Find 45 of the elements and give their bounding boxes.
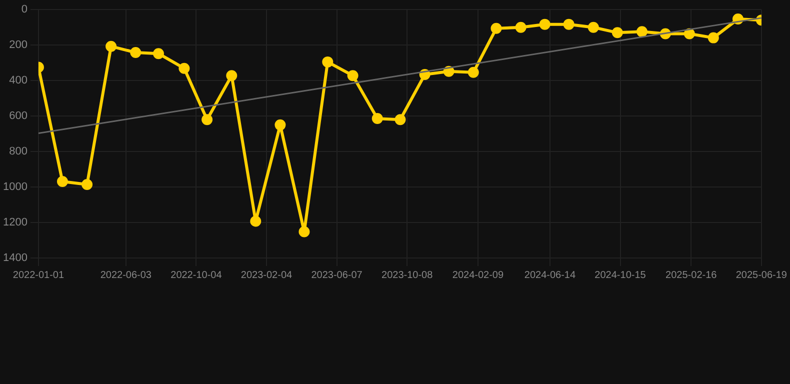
point bbox=[539, 18, 550, 30]
y-tick-label: 0 bbox=[21, 4, 28, 16]
point bbox=[490, 22, 502, 34]
x-tick-label: 2024-10-15 bbox=[594, 270, 646, 281]
point bbox=[226, 70, 238, 82]
y-tick-label: 200 bbox=[9, 39, 28, 52]
x-tick-label: 2022-01-01 bbox=[12, 270, 64, 281]
y-tick-label: 1000 bbox=[2, 181, 28, 194]
x-tick-label: 2025-02-16 bbox=[666, 270, 718, 281]
point bbox=[56, 176, 68, 188]
point bbox=[372, 113, 383, 124]
point bbox=[130, 47, 142, 58]
point bbox=[152, 48, 164, 60]
point bbox=[394, 114, 406, 126]
point bbox=[274, 119, 286, 130]
x-tick-label: 2024-02-09 bbox=[452, 270, 504, 281]
point bbox=[468, 66, 479, 78]
point bbox=[322, 56, 334, 68]
y-tick-label: 800 bbox=[9, 146, 28, 158]
point bbox=[612, 27, 623, 38]
point bbox=[708, 32, 719, 44]
y-tick-label: 400 bbox=[9, 74, 28, 87]
point bbox=[563, 18, 574, 30]
point bbox=[106, 40, 117, 52]
point bbox=[82, 179, 93, 190]
point bbox=[347, 70, 358, 82]
x-tick-label: 2022-06-03 bbox=[100, 270, 152, 281]
x-tick-label: 2024-06-14 bbox=[524, 270, 576, 281]
point bbox=[515, 22, 526, 33]
x-tick-label: 2025-06-19 bbox=[736, 270, 788, 281]
x-tick-label: 2023-10-08 bbox=[382, 270, 434, 281]
x-tick-label: 2022-10-04 bbox=[170, 270, 222, 281]
point bbox=[684, 28, 695, 40]
point bbox=[178, 62, 190, 74]
y-tick-label: 1200 bbox=[2, 216, 28, 229]
point bbox=[636, 26, 648, 38]
point bbox=[250, 216, 262, 227]
point bbox=[298, 226, 310, 238]
x-tick-label: 2023-06-07 bbox=[311, 270, 363, 281]
x-tick-label: 2023-02-04 bbox=[240, 270, 293, 281]
y-tick-label: 1400 bbox=[2, 252, 28, 264]
point bbox=[443, 66, 454, 77]
point bbox=[202, 114, 213, 126]
point bbox=[588, 22, 599, 33]
y-tick-label: 600 bbox=[9, 110, 28, 122]
